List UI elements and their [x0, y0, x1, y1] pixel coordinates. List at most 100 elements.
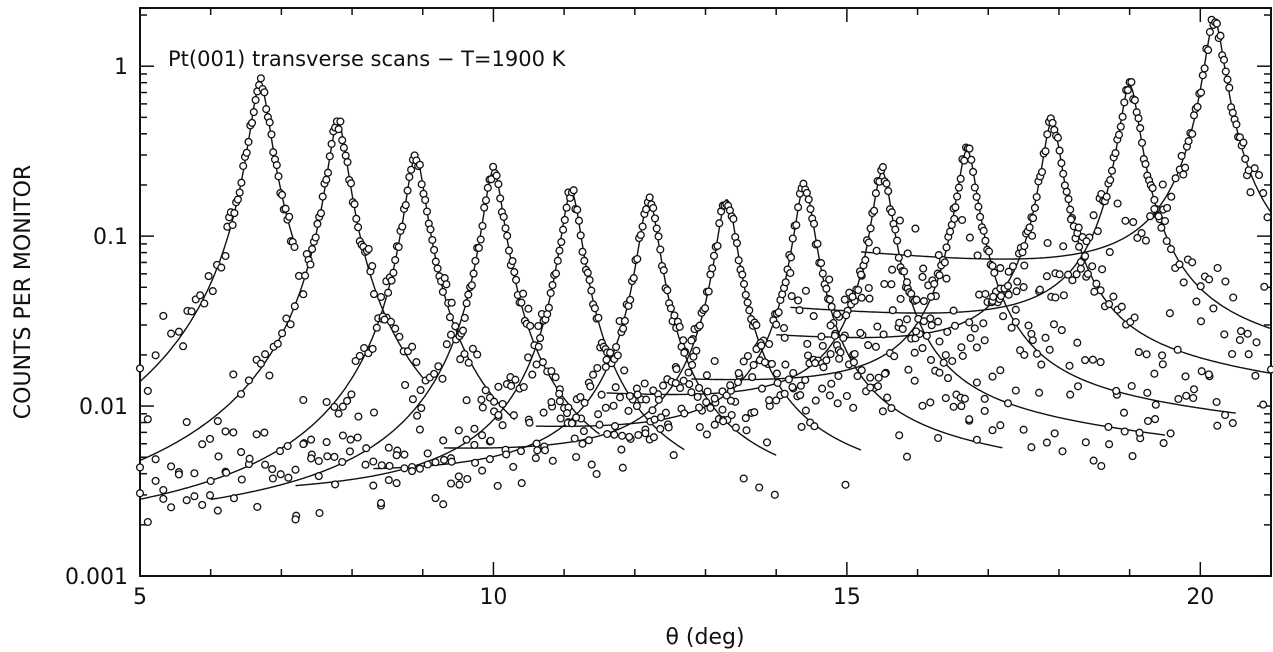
data-point: [601, 362, 610, 372]
data-point: [1163, 203, 1172, 212]
data-point: [318, 192, 327, 201]
data-point: [702, 398, 711, 407]
data-point: [167, 462, 176, 471]
data-point: [1127, 78, 1136, 87]
data-point: [1204, 370, 1213, 379]
data-point: [1134, 348, 1143, 357]
data-point: [625, 432, 634, 441]
data-point: [1266, 365, 1273, 374]
data-point: [331, 480, 340, 489]
data-point: [615, 393, 625, 402]
data-point: [167, 329, 176, 338]
data-point: [447, 298, 456, 307]
data-point: [871, 342, 880, 351]
data-point: [315, 508, 324, 518]
data-point: [256, 359, 265, 368]
data-point: [734, 256, 743, 265]
data-point: [1129, 218, 1138, 227]
data-point: [1228, 108, 1237, 117]
data-point: [1184, 137, 1193, 146]
data-point: [739, 357, 748, 366]
data-point: [842, 311, 851, 320]
data-point: [1130, 313, 1139, 322]
data-point: [412, 358, 421, 367]
axis-labels: 5 10 15 20 0.001 0.01 0.1 1: [65, 55, 1214, 610]
data-point: [1189, 385, 1199, 394]
data-point: [1244, 350, 1253, 359]
data-point: [797, 422, 806, 431]
data-point: [1055, 270, 1064, 279]
data-point: [1020, 261, 1029, 270]
data-point: [360, 343, 369, 353]
data-point: [960, 394, 969, 403]
data-point: [1251, 371, 1260, 380]
data-point: [902, 315, 912, 324]
data-point: [898, 324, 907, 334]
data-point: [151, 455, 160, 464]
data-point: [1150, 369, 1159, 378]
data-point: [1239, 138, 1248, 147]
data-point: [237, 475, 246, 484]
data-point: [1019, 283, 1028, 292]
data-point: [661, 408, 670, 417]
data-point: [187, 307, 196, 316]
data-point: [458, 326, 468, 335]
data-point: [878, 407, 887, 416]
data-point: [430, 245, 439, 254]
data-point: [695, 383, 704, 392]
data-point: [354, 412, 363, 421]
data-point: [1151, 415, 1160, 424]
data-point: [587, 286, 596, 295]
data-point: [580, 256, 589, 265]
data-point: [395, 332, 404, 341]
data-point: [306, 260, 315, 269]
data-point: [368, 262, 377, 271]
data-point: [299, 440, 308, 449]
data-point: [825, 295, 834, 304]
data-point: [543, 310, 552, 319]
data-point: [229, 370, 238, 379]
data-point: [338, 402, 347, 411]
data-point: [645, 193, 654, 202]
data-point: [1259, 189, 1268, 198]
data-point: [680, 348, 689, 357]
data-point: [1177, 151, 1186, 160]
data-point: [389, 268, 398, 277]
data-point: [217, 263, 226, 272]
data-point: [619, 324, 628, 333]
data-point: [281, 204, 290, 213]
fit-curve: [861, 20, 1272, 260]
data-point: [445, 313, 455, 322]
data-point: [1119, 408, 1129, 417]
data-point: [935, 337, 944, 346]
data-point: [1081, 438, 1090, 447]
data-point: [507, 381, 516, 390]
data-point: [1118, 112, 1127, 121]
data-point: [394, 242, 403, 252]
data-point: [467, 281, 476, 290]
data-point: [654, 395, 663, 404]
data-point: [1062, 187, 1071, 196]
data-point: [415, 425, 424, 434]
data-point: [1090, 287, 1099, 296]
data-point: [237, 389, 246, 399]
y-tick-label: 0.1: [93, 225, 128, 250]
data-point: [1011, 317, 1020, 327]
data-point: [540, 446, 550, 455]
data-point: [1081, 356, 1090, 365]
data-point: [352, 214, 361, 223]
x-tick-label: 10: [479, 585, 507, 610]
data-point: [487, 175, 496, 184]
data-point: [902, 452, 912, 461]
data-point: [355, 351, 364, 360]
data-point: [392, 451, 401, 460]
data-point: [1102, 192, 1111, 201]
data-point: [291, 465, 300, 474]
data-point: [570, 434, 579, 443]
data-point: [887, 280, 896, 289]
data-point: [1241, 154, 1250, 163]
data-point: [857, 293, 866, 302]
data-point: [801, 286, 810, 295]
data-point: [930, 279, 939, 288]
data-point: [247, 118, 257, 127]
